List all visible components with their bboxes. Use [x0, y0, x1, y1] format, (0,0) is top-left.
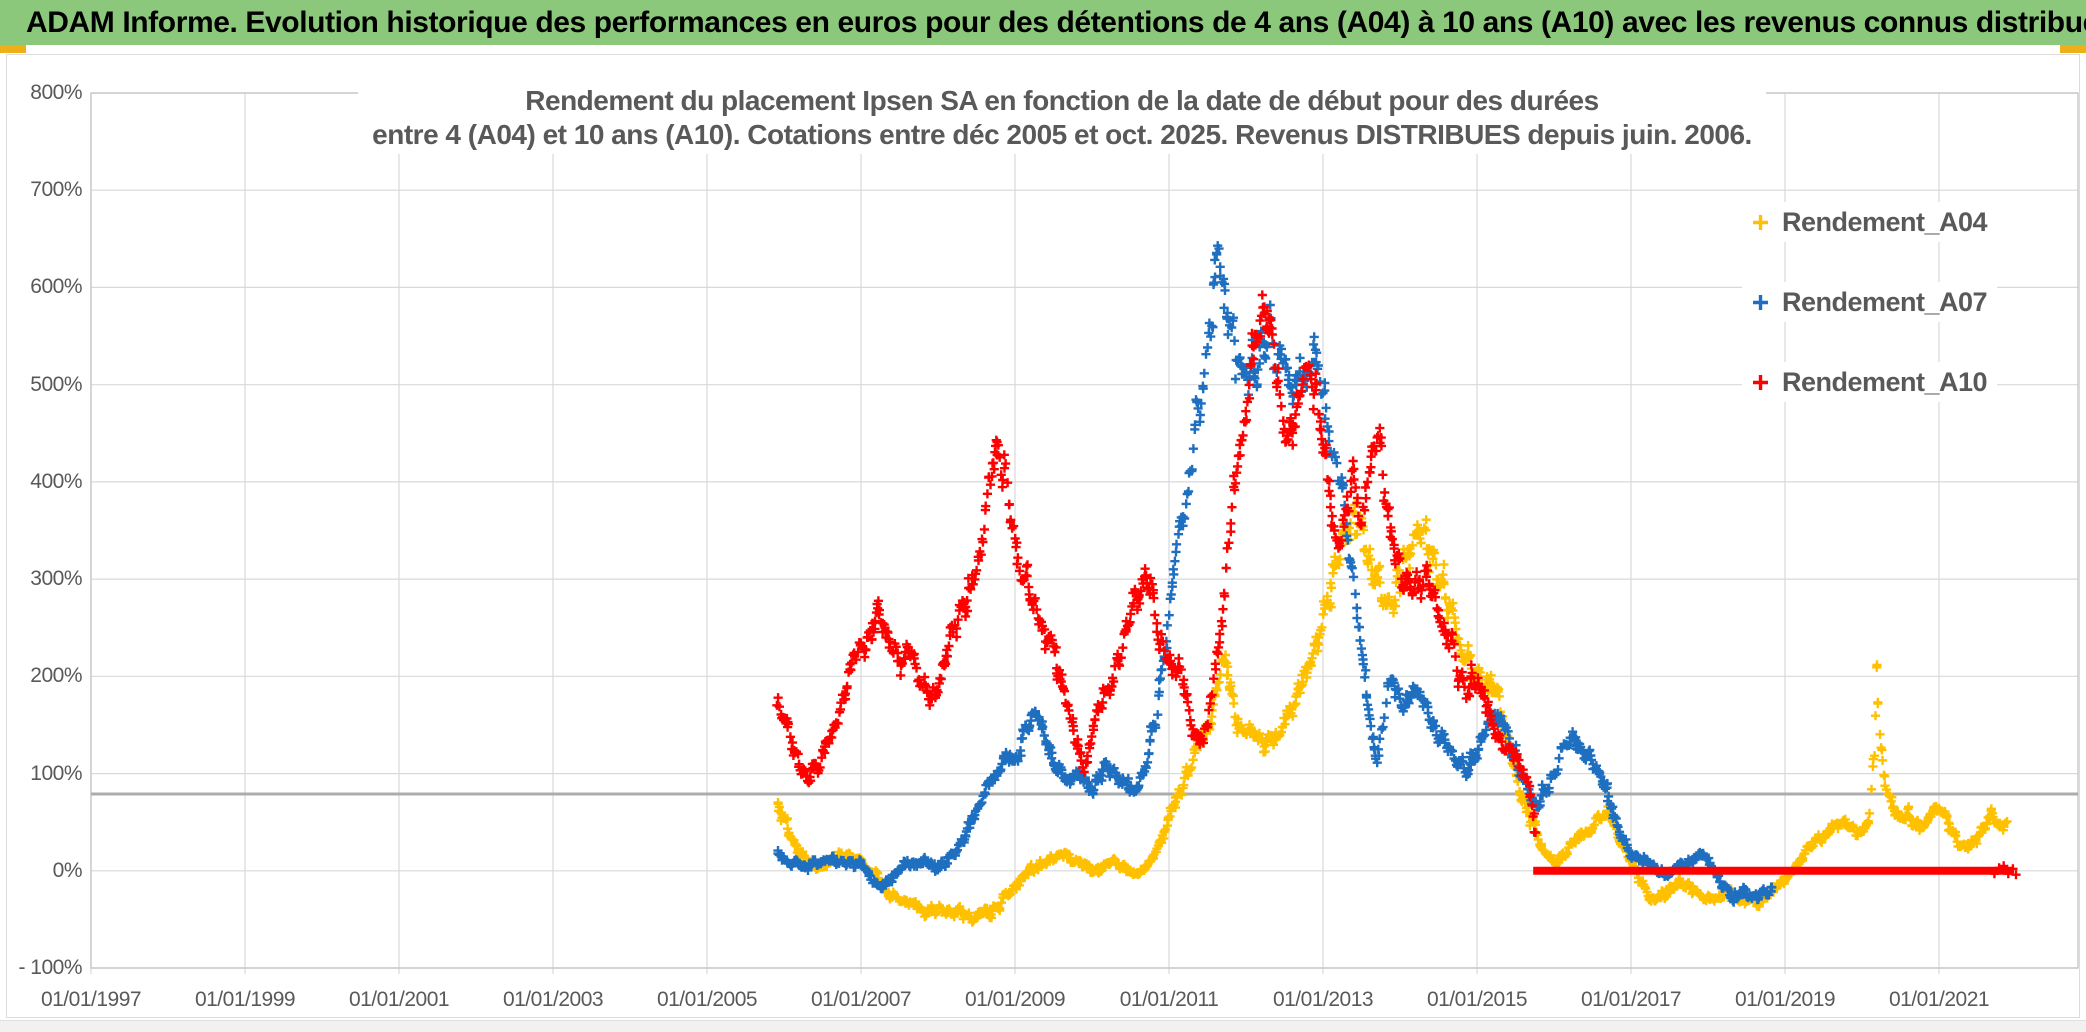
x-axis-label: 01/01/1999	[194, 988, 296, 1011]
x-axis-label: 01/01/2005	[656, 988, 758, 1011]
legend-label: Rendement_A07	[1782, 286, 1988, 317]
bottom-strip	[0, 1020, 2086, 1032]
x-axis-label: 01/01/2003	[502, 988, 604, 1011]
x-axis-label: 01/01/1997	[40, 988, 142, 1011]
x-axis-label: 01/01/2007	[810, 988, 912, 1011]
x-axis-label: 01/01/2019	[1734, 988, 1836, 1011]
plus-icon	[1753, 294, 1768, 310]
chart-title: Rendement du placement Ipsen SA en fonct…	[358, 82, 1766, 154]
x-axis-label: 01/01/2001	[348, 988, 450, 1011]
x-axis-label: 01/01/2011	[1119, 988, 1219, 1011]
y-axis-label: 200%	[30, 664, 82, 688]
legend-item-a04[interactable]: Rendement_A04	[1742, 202, 1998, 242]
frame-accent-top-left	[0, 45, 26, 53]
series-points-rendement_a10[interactable]	[772, 290, 1541, 838]
chart-title-line2: entre 4 (A04) et 10 ans (A10). Cotations…	[372, 119, 1752, 150]
y-axis-label: 400%	[30, 469, 82, 493]
plus-icon	[1753, 374, 1768, 390]
legend-item-a10[interactable]: Rendement_A10	[1742, 362, 1998, 402]
y-axis-label: 300%	[30, 567, 82, 591]
plus-icon	[1753, 214, 1768, 230]
legend-label: Rendement_A10	[1782, 366, 1988, 397]
chart-title-line1: Rendement du placement Ipsen SA en fonct…	[525, 85, 1599, 116]
frame-accent-top-right	[2060, 45, 2086, 53]
x-axis-label: 01/01/2013	[1272, 988, 1374, 1011]
legend-item-a07[interactable]: Rendement_A07	[1742, 282, 1998, 322]
legend: Rendement_A04 Rendement_A07 Rendement_A1…	[1742, 202, 1998, 442]
chart-panel[interactable]	[6, 54, 2080, 1018]
sheet-banner: ADAM Informe. Evolution historique des p…	[0, 0, 2086, 45]
x-axis-label: 01/01/2009	[964, 988, 1066, 1011]
x-axis-label: 01/01/2021	[1888, 988, 1990, 1011]
y-axis-label: - 100%	[18, 956, 82, 979]
chart-outer-border	[6, 54, 2080, 1018]
x-axis-label: 01/01/2017	[1580, 988, 1682, 1011]
y-axis-label: 0%	[52, 858, 83, 882]
y-axis-label: 600%	[30, 275, 82, 299]
y-axis-label: 100%	[30, 761, 82, 785]
y-axis-label: 700%	[30, 178, 82, 202]
y-axis-label: 500%	[30, 372, 82, 396]
y-axis-label: 800%	[30, 81, 82, 104]
x-axis-label: 01/01/2015	[1426, 988, 1528, 1011]
legend-label: Rendement_A04	[1782, 206, 1988, 237]
a10-zero-line-end-markers	[1989, 861, 2021, 880]
